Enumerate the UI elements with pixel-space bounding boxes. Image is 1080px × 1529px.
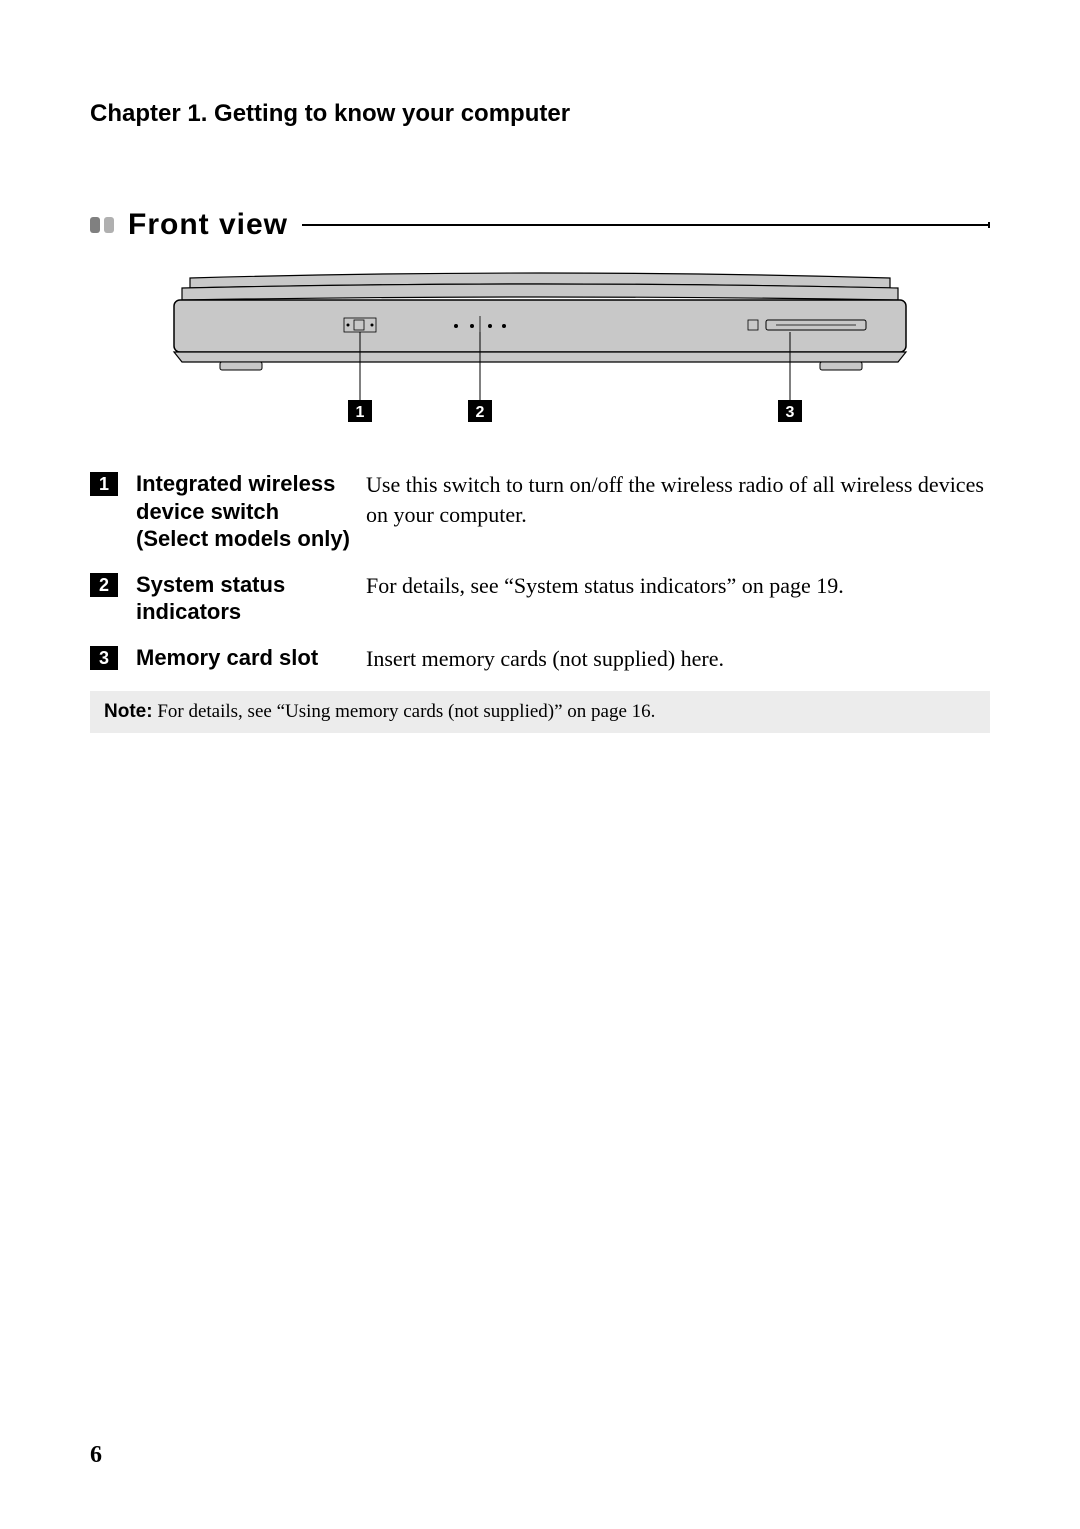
callout-label: System status indicators: [136, 571, 366, 626]
callout-number-badge: 3: [90, 646, 118, 670]
note-box: Note: For details, see “Using memory car…: [90, 691, 990, 733]
diagram-callout-3: 3: [778, 400, 802, 422]
svg-text:3: 3: [786, 404, 795, 421]
section-heading-row: Front view: [90, 208, 990, 242]
callout-row: 2 System status indicators For details, …: [90, 571, 990, 626]
note-text: For details, see “Using memory cards (no…: [153, 701, 656, 722]
section-title: Front view: [128, 208, 288, 242]
callout-table: 1 Integrated wireless device switch (Sel…: [90, 470, 990, 733]
section-rule: [302, 224, 990, 226]
svg-text:2: 2: [476, 404, 485, 421]
callout-number-badge: 1: [90, 472, 118, 496]
callout-description: For details, see “System status indicato…: [366, 571, 990, 601]
callout-description: Use this switch to turn on/off the wirel…: [366, 470, 990, 529]
svg-text:1: 1: [356, 404, 365, 421]
bullet-icon: [104, 217, 114, 233]
manual-page: Chapter 1. Getting to know your computer…: [0, 0, 1080, 1529]
callout-number-badge: 2: [90, 573, 118, 597]
callout-row: 3 Memory card slot Insert memory cards (…: [90, 644, 990, 674]
laptop-front-svg: 1 2 3: [130, 270, 950, 440]
diagram-callout-1: 1: [348, 400, 372, 422]
front-view-diagram: 1 2 3: [130, 270, 990, 440]
callout-description: Insert memory cards (not supplied) here.: [366, 644, 990, 674]
callout-label: Memory card slot: [136, 644, 366, 672]
callout-row: 1 Integrated wireless device switch (Sel…: [90, 470, 990, 553]
chapter-header: Chapter 1. Getting to know your computer: [90, 100, 990, 128]
section-bullet-icons: [90, 217, 114, 233]
bullet-icon: [90, 217, 100, 233]
page-number: 6: [90, 1442, 102, 1469]
callout-label: Integrated wireless device switch (Selec…: [136, 470, 366, 553]
diagram-callout-2: 2: [468, 400, 492, 422]
note-label: Note:: [104, 701, 153, 722]
